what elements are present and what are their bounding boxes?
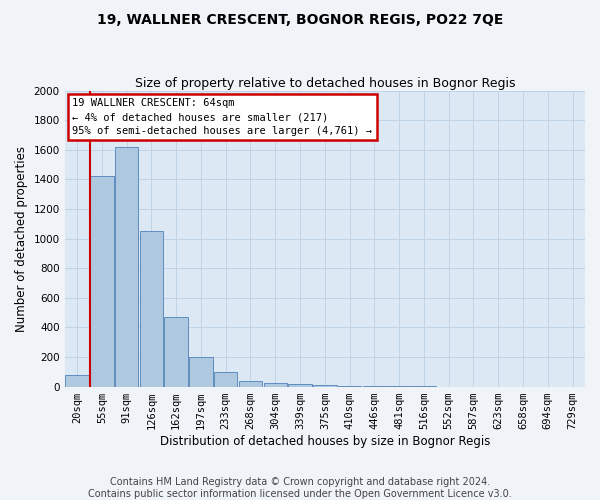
- Bar: [115, 147, 139, 386]
- Bar: [65, 376, 89, 386]
- Bar: [313, 385, 337, 386]
- Bar: [140, 231, 163, 386]
- X-axis label: Distribution of detached houses by size in Bognor Regis: Distribution of detached houses by size …: [160, 434, 490, 448]
- Bar: [214, 372, 238, 386]
- Y-axis label: Number of detached properties: Number of detached properties: [15, 146, 28, 332]
- Text: 19, WALLNER CRESCENT, BOGNOR REGIS, PO22 7QE: 19, WALLNER CRESCENT, BOGNOR REGIS, PO22…: [97, 12, 503, 26]
- Bar: [90, 176, 113, 386]
- Bar: [263, 383, 287, 386]
- Title: Size of property relative to detached houses in Bognor Regis: Size of property relative to detached ho…: [134, 76, 515, 90]
- Text: 19 WALLNER CRESCENT: 64sqm
← 4% of detached houses are smaller (217)
95% of semi: 19 WALLNER CRESCENT: 64sqm ← 4% of detac…: [73, 98, 373, 136]
- Bar: [288, 384, 312, 386]
- Text: Contains HM Land Registry data © Crown copyright and database right 2024.
Contai: Contains HM Land Registry data © Crown c…: [88, 478, 512, 499]
- Bar: [189, 357, 213, 386]
- Bar: [239, 380, 262, 386]
- Bar: [164, 317, 188, 386]
